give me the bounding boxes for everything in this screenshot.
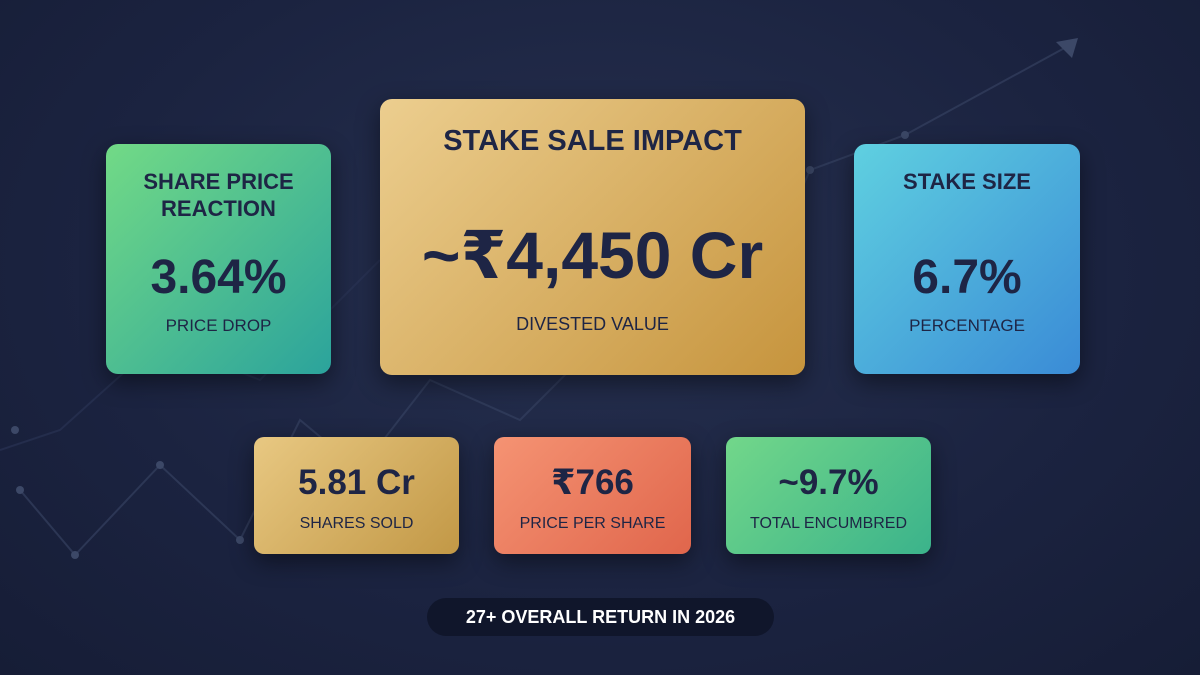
card-label: PRICE PER SHARE (519, 515, 666, 532)
card-title: STAKE SIZE (903, 169, 1031, 194)
card-title: SHARE PRICE REACTION (143, 169, 294, 221)
card-title: STAKE SALE IMPACT (443, 125, 742, 157)
card-label: PERCENTAGE (909, 316, 1025, 335)
card-value: ~₹4,450 Cr (421, 218, 764, 292)
card-label: PRICE DROP (165, 316, 272, 335)
card-label: TOTAL ENCUMBRED (749, 515, 908, 532)
card-label: DIVESTED VALUE (516, 314, 669, 334)
card-value: ₹766 (551, 463, 634, 502)
small-card: ₹766 PRICE PER SHARE (494, 437, 691, 554)
card-label: SHARES SOLD (299, 515, 414, 532)
small-card: ~9.7% TOTAL ENCUMBRED (726, 437, 931, 554)
card-value: 5.81 Cr (298, 463, 415, 502)
card: STAKE SALE IMPACT ~₹4,450 Cr DIVESTED VA… (380, 99, 805, 375)
footer-pill: 27+ OVERALL RETURN IN 2026 (427, 598, 774, 636)
card-value: 6.7% (912, 251, 1022, 304)
small-card: 5.81 Cr SHARES SOLD (254, 437, 459, 554)
card-value: ~9.7% (778, 463, 879, 502)
card: SHARE PRICE REACTION 3.64% PRICE DROP (106, 144, 331, 374)
card-value: 3.64% (150, 251, 287, 304)
card: STAKE SIZE 6.7% PERCENTAGE (854, 144, 1080, 374)
